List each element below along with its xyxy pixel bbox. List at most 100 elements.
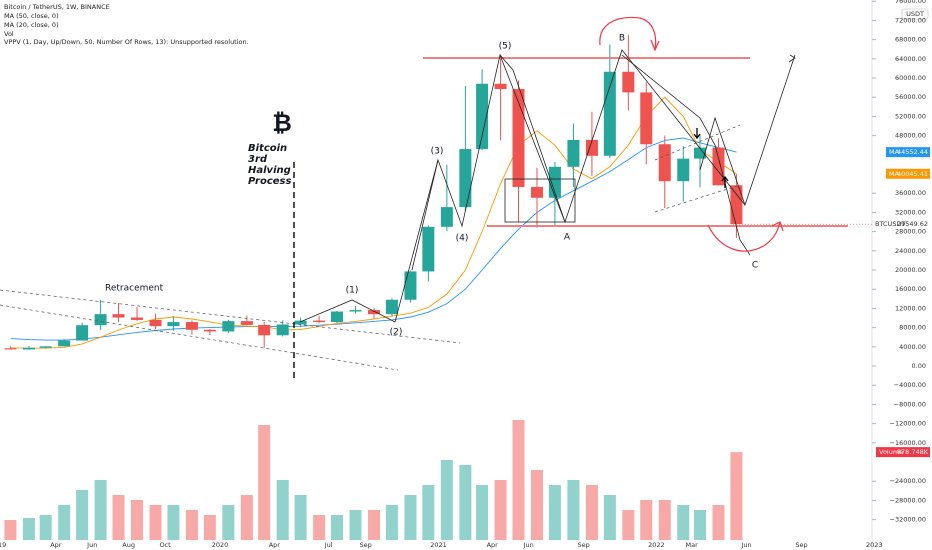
volume-bar: [331, 515, 344, 540]
volume-bar: [149, 505, 162, 540]
volume-badge: [876, 447, 930, 458]
annotation: Bitcoin: [248, 143, 287, 154]
y-tick-label: 56000.00: [895, 93, 926, 101]
y-tick-label: 64000.00: [895, 55, 926, 63]
wave-label: (4): [456, 234, 469, 244]
badge-value: 44552.44: [897, 148, 928, 156]
candle-body: [548, 166, 561, 198]
y-tick-label: 72000.00: [895, 16, 926, 24]
chart-title: Bitcoin / TetherUS, 1W, BINANCE: [4, 3, 110, 11]
candle-body: [4, 348, 17, 350]
volume-bar: [258, 425, 271, 540]
volume-bar: [385, 505, 398, 540]
volume-bar: [677, 505, 690, 540]
y-tick-label: 48000.00: [895, 132, 926, 140]
drawings: [0, 16, 848, 378]
candle-body: [22, 347, 35, 350]
wave-line: [499, 54, 566, 223]
indicator-label: VPPV (1, Day, Up/Down, 50, Number Of Row…: [4, 38, 249, 46]
y-tick-label: 0.00: [912, 362, 926, 370]
candle-body: [94, 314, 107, 326]
volume-bar: [640, 500, 653, 540]
candle-body: [603, 71, 616, 156]
volume-bar: [22, 518, 35, 540]
wave-label: A: [564, 233, 571, 243]
volume-bar: [622, 510, 635, 540]
y-tick-label: 24000.00: [895, 247, 926, 255]
y-tick-label: 32000.00: [895, 208, 926, 216]
bitcoin-logo: ₿: [272, 109, 292, 137]
y-tick-label: 36000.00: [895, 189, 926, 197]
candle-body: [494, 83, 507, 90]
candle-body: [368, 310, 381, 315]
x-tick-label: Aug: [122, 541, 135, 549]
volume-bar: [294, 495, 307, 540]
candle-body: [385, 299, 398, 315]
price-badge: [886, 168, 930, 179]
volume-bar: [422, 485, 435, 540]
candle-body: [531, 186, 544, 198]
candle-body: [567, 139, 580, 167]
candle-body: [404, 271, 417, 300]
x-tick-label: Apr: [50, 541, 62, 549]
x-tick-label: 2022: [648, 541, 665, 549]
candle-body: [112, 314, 125, 318]
volume-bar: [58, 505, 71, 540]
annotation: 3rd: [248, 154, 268, 165]
x-tick-label: 2020: [212, 541, 229, 549]
arrow-head: [788, 54, 796, 63]
candle-body: [58, 340, 71, 347]
y-tick-label: 8000.00: [899, 324, 926, 332]
badge-value: 878.748K: [897, 448, 929, 456]
wave-line: [299, 49, 796, 323]
volume-bar: [276, 480, 289, 540]
y-tick-label: −28000.00: [890, 496, 926, 504]
marks: [4, 34, 743, 540]
volume-bar: [548, 485, 561, 540]
candle-body: [39, 346, 52, 348]
down-arrow: [693, 128, 701, 140]
wave-label: (5): [499, 42, 512, 52]
volume-bar: [167, 505, 180, 540]
wave-label: C: [752, 261, 758, 271]
candle-body: [422, 226, 435, 272]
volume-bar: [39, 515, 52, 540]
volume-bar: [531, 470, 544, 540]
y-tick-label: 16000.00: [895, 285, 926, 293]
x-tick-label: Apr: [269, 541, 281, 549]
candle-body: [76, 325, 89, 341]
volume-bar: [240, 495, 253, 540]
volume-bar: [94, 480, 107, 540]
volume-bar: [368, 510, 381, 540]
candle-body: [276, 324, 289, 336]
volume-bar: [476, 485, 489, 540]
x-tick-label: 2023: [866, 541, 883, 549]
candle-body: [203, 329, 216, 332]
indicator-label: MA (20, close, 0): [4, 21, 59, 29]
volume-bar: [313, 515, 326, 540]
x-tick-label: Jun: [86, 541, 97, 549]
annotation: Retracement: [105, 284, 164, 294]
badge-name: MA: [889, 170, 900, 178]
symbol-label: BTCUSDT: [875, 220, 905, 228]
volume-bar: [4, 520, 17, 540]
badge-name: MA: [889, 148, 900, 156]
x-tick-label: Apr: [487, 541, 499, 549]
wave-line: [699, 116, 746, 206]
volume-bar: [131, 500, 144, 540]
annotation: Halving: [248, 165, 291, 176]
wave-line: [621, 54, 751, 256]
volume-bar: [693, 510, 706, 540]
indicator-label: Vol: [4, 30, 14, 38]
volume-bar: [658, 500, 671, 540]
y-tick-label: −16000.00: [890, 439, 926, 447]
y-tick-label: −4000.00: [894, 381, 926, 389]
candle-body: [693, 147, 706, 159]
candle-body: [459, 149, 472, 208]
candle-body: [349, 310, 362, 312]
volume-bar: [730, 452, 743, 540]
candle-body: [258, 324, 271, 336]
volume-bar: [512, 420, 525, 540]
y-tick-label: 68000.00: [895, 36, 926, 44]
